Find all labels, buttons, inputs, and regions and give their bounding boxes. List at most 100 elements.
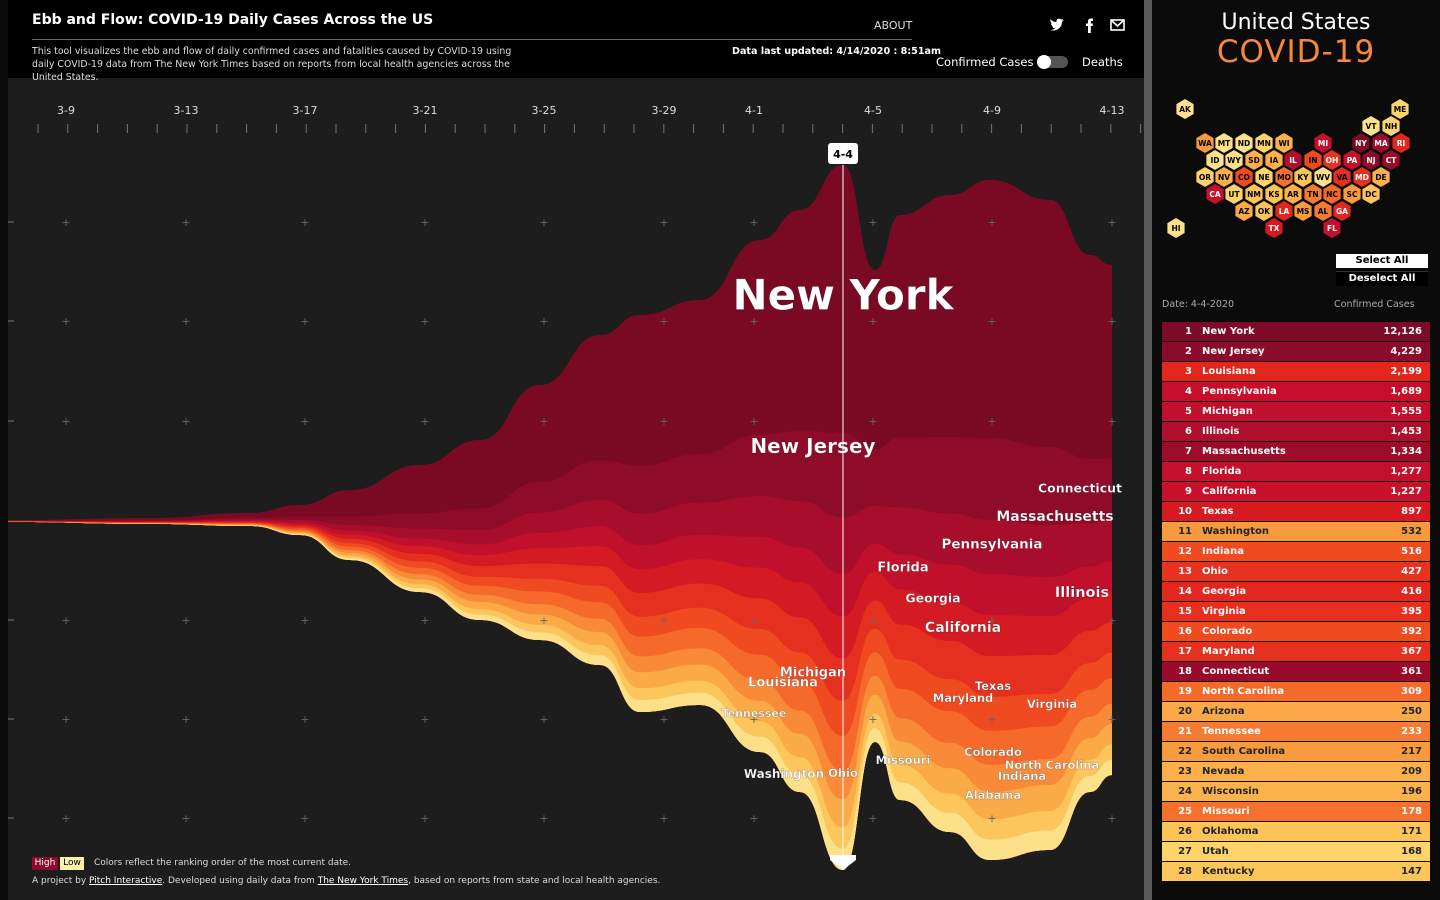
ranking-row[interactable]: 9 California 1,227 xyxy=(1162,482,1430,501)
ranking-row[interactable]: 16 Colorado 392 xyxy=(1162,622,1430,641)
state-hex[interactable] xyxy=(1224,148,1244,172)
state-hex[interactable] xyxy=(1342,182,1362,206)
ranking-row[interactable]: 27 Utah 168 xyxy=(1162,842,1430,861)
ranking-row[interactable]: 20 Arizona 250 xyxy=(1162,702,1430,721)
about-link[interactable]: ABOUT xyxy=(874,19,913,32)
ranking-row[interactable]: 26 Oklahoma 171 xyxy=(1162,822,1430,841)
state-hex[interactable] xyxy=(1205,148,1225,172)
state-hex[interactable] xyxy=(1390,97,1410,121)
ranking-row[interactable]: 22 South Carolina 217 xyxy=(1162,742,1430,761)
state-hex[interactable] xyxy=(1303,182,1323,206)
state-hex[interactable] xyxy=(1214,131,1234,155)
select-all[interactable]: Select All xyxy=(1336,254,1428,268)
state-hex[interactable] xyxy=(1342,148,1362,172)
state-hex[interactable] xyxy=(1313,165,1333,189)
toggle[interactable] xyxy=(1037,55,1068,69)
deselect-all[interactable]: Deselect All xyxy=(1336,271,1428,286)
row-rank: 6 xyxy=(1185,426,1192,437)
ranking-row[interactable]: 11 Washington 532 xyxy=(1162,522,1430,541)
state-hex[interactable] xyxy=(1264,216,1284,240)
ranking-row[interactable]: 2 New Jersey 4,229 xyxy=(1162,342,1430,361)
state-hex[interactable] xyxy=(1254,165,1274,189)
state-hex[interactable] xyxy=(1234,131,1254,155)
state-hex[interactable] xyxy=(1352,165,1372,189)
state-hex[interactable] xyxy=(1293,199,1313,223)
state-hex[interactable] xyxy=(1332,165,1352,189)
facebook-icon[interactable] xyxy=(1086,18,1093,34)
state-hex[interactable] xyxy=(1214,165,1234,189)
ranking-row[interactable]: 23 Nevada 209 xyxy=(1162,762,1430,781)
state-hex[interactable] xyxy=(1361,148,1381,172)
state-hex[interactable] xyxy=(1322,216,1342,240)
state-hex[interactable] xyxy=(1234,199,1254,223)
state-hex[interactable] xyxy=(1274,131,1294,155)
ranking-row[interactable]: 12 Indiana 516 xyxy=(1162,542,1430,561)
ranking-row[interactable]: 28 Kentucky 147 xyxy=(1162,862,1430,881)
state-label: Michigan xyxy=(780,666,846,681)
ranking-row[interactable]: 13 Ohio 427 xyxy=(1162,562,1430,581)
row-name: Arizona xyxy=(1202,706,1245,717)
state-hex[interactable] xyxy=(1322,148,1342,172)
state-hex[interactable] xyxy=(1303,148,1323,172)
ranking-row[interactable]: 15 Virginia 395 xyxy=(1162,602,1430,621)
state-hex[interactable] xyxy=(1234,165,1254,189)
mail-icon[interactable] xyxy=(1110,19,1125,31)
state-hex[interactable] xyxy=(1195,131,1215,155)
ranking-row[interactable]: 10 Texas 897 xyxy=(1162,502,1430,521)
state-hex[interactable] xyxy=(1293,165,1313,189)
state-hex[interactable] xyxy=(1332,199,1352,223)
state-hex[interactable] xyxy=(1371,165,1391,189)
ranking-row[interactable]: 4 Pennsylvania 1,689 xyxy=(1162,382,1430,401)
state-hex[interactable] xyxy=(1264,148,1284,172)
state-hex[interactable] xyxy=(1313,199,1333,223)
state-hex[interactable] xyxy=(1264,182,1284,206)
state-hex[interactable] xyxy=(1361,114,1381,138)
twitter-icon[interactable] xyxy=(1050,18,1064,31)
state-hex[interactable] xyxy=(1283,148,1303,172)
row-rank: 3 xyxy=(1185,366,1192,377)
state-hex[interactable] xyxy=(1313,131,1333,155)
ranking-row[interactable]: 7 Massachusetts 1,334 xyxy=(1162,442,1430,461)
ranking-row[interactable]: 14 Georgia 416 xyxy=(1162,582,1430,601)
ranking-row[interactable]: 25 Missouri 178 xyxy=(1162,802,1430,821)
state-hex[interactable] xyxy=(1244,182,1264,206)
state-hex[interactable] xyxy=(1166,216,1186,240)
state-hex[interactable] xyxy=(1351,131,1371,155)
state-hex[interactable] xyxy=(1254,199,1274,223)
ranking-row[interactable]: 21 Tennessee 233 xyxy=(1162,722,1430,741)
state-hex[interactable] xyxy=(1361,182,1381,206)
footer-link[interactable]: Pitch Interactive xyxy=(89,876,163,886)
state-hex[interactable] xyxy=(1381,114,1401,138)
ranking-row[interactable]: 19 North Carolina 309 xyxy=(1162,682,1430,701)
state-hex[interactable] xyxy=(1195,165,1215,189)
ranking-row[interactable]: 3 Louisiana 2,199 xyxy=(1162,362,1430,381)
ranking-row[interactable]: 5 Michigan 1,555 xyxy=(1162,402,1430,421)
ranking-row[interactable]: 6 Illinois 1,453 xyxy=(1162,422,1430,441)
row-cases: 1,277 xyxy=(1390,466,1422,477)
state-hex[interactable] xyxy=(1274,199,1294,223)
state-label: Texas xyxy=(975,679,1011,693)
state-hex[interactable] xyxy=(1175,97,1195,121)
state-hex[interactable] xyxy=(1381,148,1401,172)
row-name: Utah xyxy=(1202,846,1229,857)
state-hex[interactable] xyxy=(1322,182,1342,206)
row-rank: 4 xyxy=(1185,386,1192,397)
state-hex[interactable] xyxy=(1391,131,1411,155)
grid-plus: + xyxy=(181,315,190,328)
grid-plus: + xyxy=(659,415,668,428)
state-hex[interactable] xyxy=(1244,148,1264,172)
state-hex[interactable] xyxy=(1371,131,1391,155)
state-hex[interactable] xyxy=(1274,165,1294,189)
footer-link[interactable]: The New York Times xyxy=(317,876,409,886)
state-hex[interactable] xyxy=(1205,182,1225,206)
state-hex[interactable] xyxy=(1224,182,1244,206)
toggle-left[interactable]: Confirmed Cases xyxy=(936,55,1034,69)
state-hex[interactable] xyxy=(1283,182,1303,206)
state-hex[interactable] xyxy=(1254,131,1274,155)
ranking-row[interactable]: 17 Maryland 367 xyxy=(1162,642,1430,661)
ranking-row[interactable]: 8 Florida 1,277 xyxy=(1162,462,1430,481)
toggle-right[interactable]: Deaths xyxy=(1082,55,1123,69)
ranking-row[interactable]: 24 Wisconsin 196 xyxy=(1162,782,1430,801)
ranking-row[interactable]: 1 New York 12,126 xyxy=(1162,322,1430,341)
ranking-row[interactable]: 18 Connecticut 361 xyxy=(1162,662,1430,681)
